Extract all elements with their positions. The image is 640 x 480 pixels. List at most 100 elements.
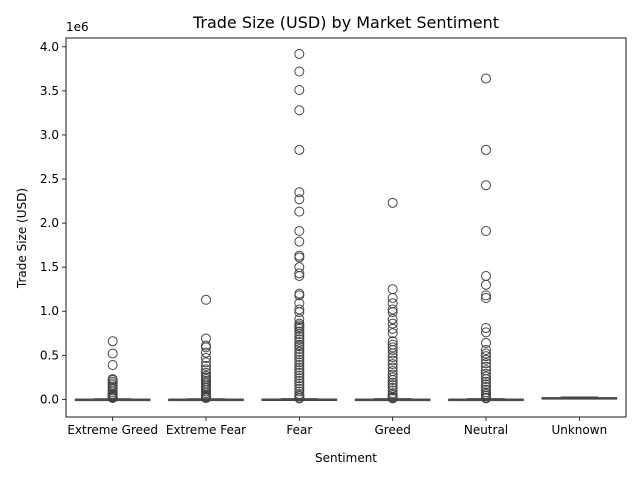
outlier-point — [201, 360, 211, 371]
x-tick-label: Unknown — [551, 423, 607, 437]
y-tick-label: 2.0 — [40, 216, 59, 230]
chart-title: Trade Size (USD) by Market Sentiment — [192, 13, 499, 32]
outlier-point — [387, 380, 398, 391]
x-tick-label: Greed — [374, 423, 410, 437]
outlier-point — [294, 326, 305, 337]
outlier-point — [294, 144, 305, 155]
outlier-point — [481, 226, 491, 237]
outlier-point — [387, 342, 398, 353]
y-tick-label: 4.0 — [40, 40, 59, 54]
outlier-point — [294, 48, 305, 59]
outlier-point — [481, 368, 491, 379]
outlier-point — [294, 329, 305, 340]
outlier-point — [481, 379, 491, 390]
outlier-point — [294, 226, 305, 237]
x-tick-label: Fear — [286, 423, 312, 437]
outlier-point — [294, 334, 305, 345]
outlier-point — [294, 187, 305, 198]
outlier-point — [481, 345, 491, 356]
outlier-point — [294, 337, 305, 348]
outlier-point — [294, 307, 305, 318]
outlier-point — [387, 323, 398, 334]
outlier-point — [201, 367, 211, 378]
outlier-point — [294, 341, 305, 352]
outlier-point — [387, 304, 398, 315]
outlier-point — [481, 374, 491, 385]
outlier-point — [387, 293, 398, 304]
outlier-point — [481, 322, 491, 333]
outlier-point — [481, 361, 491, 372]
outlier-point — [294, 304, 305, 315]
outlier-point — [294, 375, 305, 386]
outlier-point — [481, 144, 491, 155]
outlier-point — [107, 359, 118, 370]
outlier-point — [201, 364, 211, 375]
outlier-point — [481, 279, 491, 290]
outlier-point — [481, 73, 491, 84]
outlier-point — [294, 206, 305, 217]
outlier-point — [294, 268, 305, 279]
outlier-point — [294, 323, 305, 334]
outlier-point — [294, 270, 305, 281]
x-tick-label: Neutral — [464, 423, 508, 437]
x-axis-label: Sentiment — [315, 451, 377, 465]
outlier-point — [294, 367, 305, 378]
outlier-point — [294, 378, 305, 389]
outlier-point — [387, 374, 398, 385]
outlier-point — [201, 342, 211, 353]
y-tick-label: 2.5 — [40, 172, 59, 186]
outlier-point — [107, 348, 118, 359]
outlier-point — [294, 194, 305, 205]
outlier-point — [294, 357, 305, 368]
outlier-point — [387, 307, 398, 318]
outlier-point — [294, 314, 305, 325]
y-tick-label: 0.0 — [40, 392, 59, 406]
y-axis-label: Trade Size (USD) — [15, 188, 29, 289]
outlier-point — [294, 352, 305, 363]
outlier-point — [387, 372, 398, 383]
outlier-point — [294, 331, 305, 342]
outlier-point — [481, 376, 491, 387]
outlier-point — [481, 337, 491, 348]
y-tick-label: 3.0 — [40, 128, 59, 142]
outlier-point — [387, 314, 398, 325]
outlier-point — [201, 294, 211, 305]
outlier-point — [294, 381, 305, 392]
outlier-point — [387, 393, 398, 404]
outlier-point — [387, 352, 398, 363]
outlier-point — [294, 386, 305, 397]
outlier-point — [387, 385, 398, 396]
outlier-point — [294, 370, 305, 381]
outlier-point — [387, 318, 398, 329]
outlier-point — [107, 393, 118, 404]
outlier-point — [481, 180, 491, 191]
outlier-point — [481, 351, 491, 362]
outlier-point — [294, 105, 305, 116]
outlier-point — [294, 365, 305, 376]
outlier-point — [294, 359, 305, 370]
outlier-point — [294, 344, 305, 355]
y-tick-label: 1.0 — [40, 304, 59, 318]
outlier-point — [481, 371, 491, 382]
outlier-point — [294, 393, 305, 404]
outlier-point — [294, 349, 305, 360]
outlier-point — [481, 290, 491, 301]
outlier-point — [294, 252, 305, 263]
outlier-point — [294, 362, 305, 373]
outlier-point — [481, 293, 491, 304]
outlier-point — [481, 358, 491, 369]
outlier-point — [294, 354, 305, 365]
outlier-point — [294, 85, 305, 96]
outlier-point — [387, 328, 398, 339]
outlier-point — [201, 357, 211, 368]
outlier-point — [387, 362, 398, 373]
outlier-point — [294, 236, 305, 247]
y-tick-label: 0.5 — [40, 348, 59, 362]
outlier-point — [481, 348, 491, 359]
plot-area: 0.0 0.5 1.0 1.5 2.0 2.5 3.0 3.5 4.0 Extreme Greed… — [40, 40, 618, 437]
outlier-point — [201, 393, 211, 404]
outlier-point — [481, 354, 491, 365]
plot-frame — [65, 37, 627, 418]
outlier-point — [294, 290, 305, 301]
